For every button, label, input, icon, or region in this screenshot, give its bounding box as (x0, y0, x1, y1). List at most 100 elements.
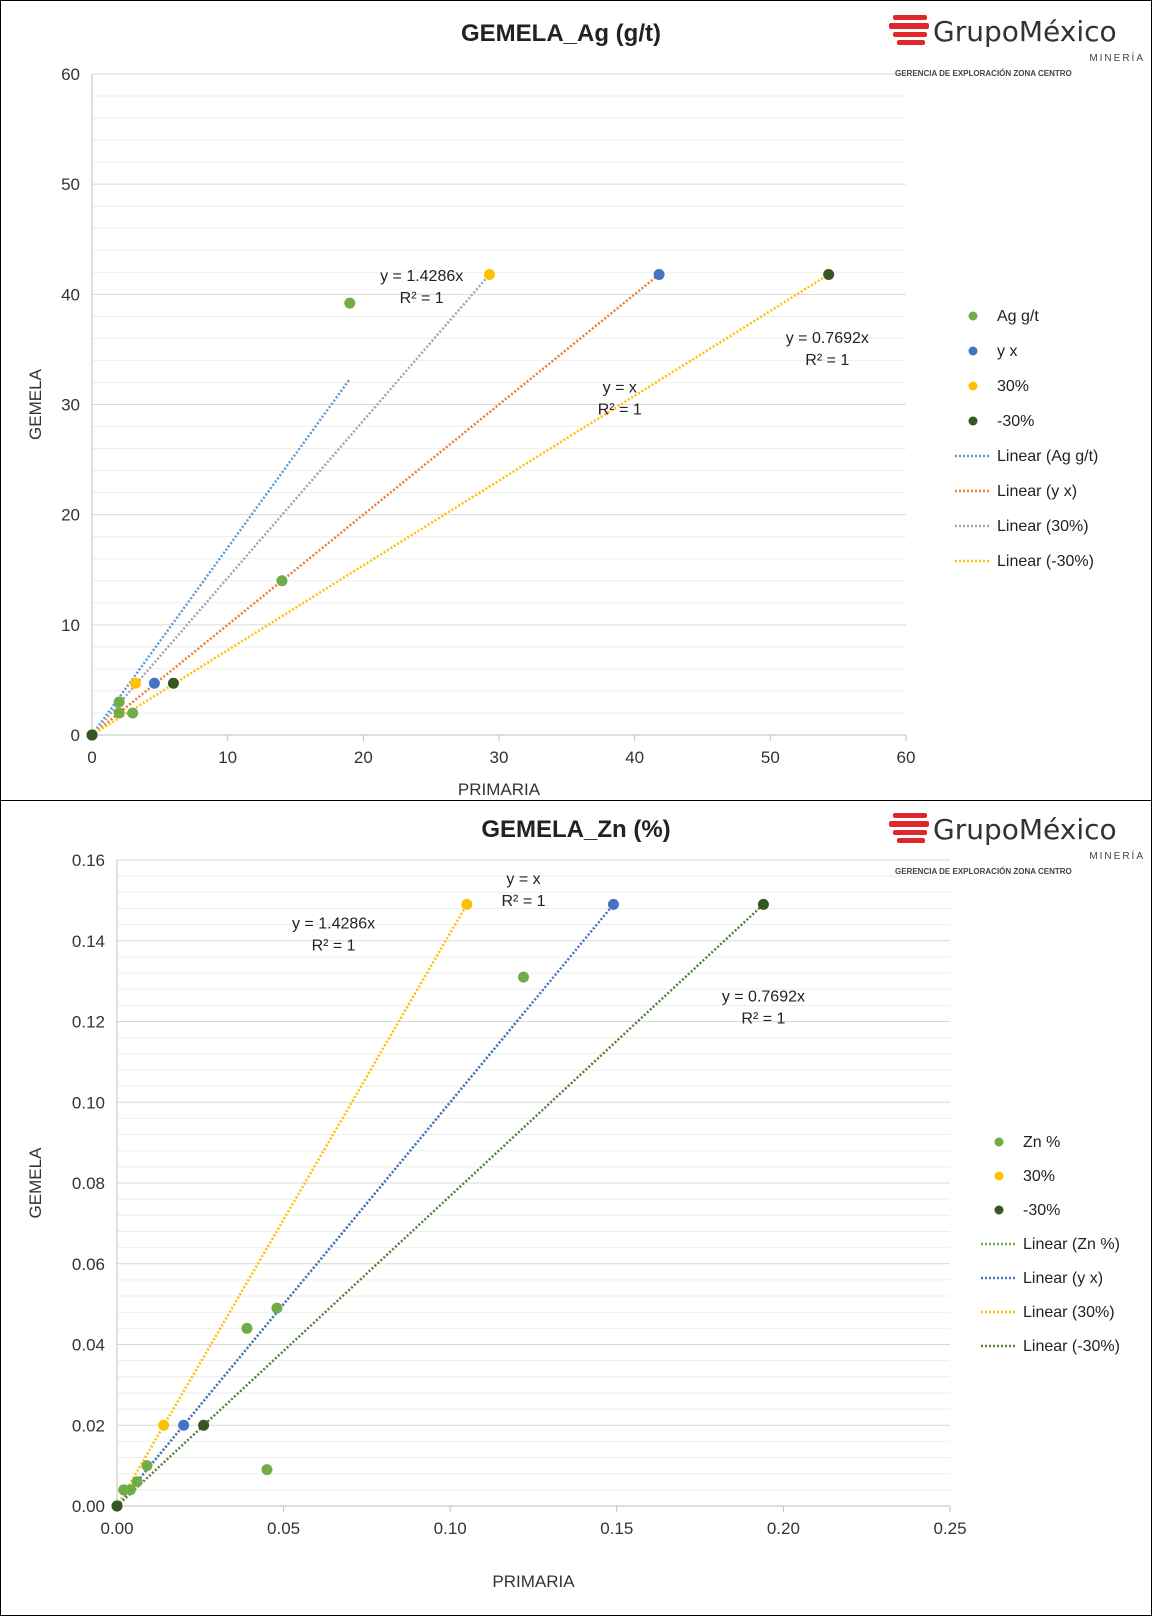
ag-data-point (276, 575, 288, 587)
zn-data-point (141, 1460, 153, 1472)
zn-x-axis-label: PRIMARIA (492, 1572, 575, 1591)
ag-data-point (167, 677, 179, 689)
ag-legend-label: -30% (997, 413, 1034, 430)
ag-trendline-equation: y = x (603, 379, 637, 396)
zn-trendline (116, 903, 615, 1507)
ag-x-axis-label: PRIMARIA (458, 780, 541, 799)
zn-data-point (178, 1419, 190, 1431)
zn-legend-label: Zn % (1023, 1134, 1060, 1151)
zn-trendline-equation: R² = 1 (312, 938, 356, 955)
chart-ag-svg: 0 10 20 30 40 50 60 0 10 20 30 40 50 60 GEMELA_Ag (g/t… (26, 20, 1098, 799)
ag-title: GEMELA_Ag (g/t) (461, 20, 661, 47)
zn-legend-marker (994, 1171, 1004, 1181)
zn-x-tick-label: 0.20 (767, 1519, 800, 1538)
ag-legend-label: Linear (-30%) (997, 553, 1094, 570)
zn-y-tick-label: 0.16 (72, 851, 105, 870)
zn-legend-marker (994, 1205, 1004, 1215)
ag-y-tick-label: 60 (61, 65, 80, 84)
ag-trendline-equation: y = 1.4286x (380, 268, 463, 285)
logo-name: GrupoMéxico (933, 15, 1117, 48)
ag-data-point (823, 269, 835, 281)
ag-trendline (91, 273, 491, 736)
ag-data-point (86, 729, 98, 741)
zn-y-tick-label: 0.12 (72, 1013, 105, 1032)
zn-x-tick-label: 0.15 (600, 1519, 633, 1538)
ag-legend-label: Linear (30%) (997, 518, 1089, 535)
ag-y-tick-label: 30 (61, 396, 80, 415)
zn-trendline (116, 903, 765, 1507)
zn-data-point (111, 1500, 123, 1512)
zn-trendline-equation: R² = 1 (501, 893, 545, 910)
zn-y-tick-label: 0.02 (72, 1416, 105, 1435)
zn-title: GEMELA_Zn (%) (481, 816, 670, 843)
logo-sub-2: MINERÍA (1089, 851, 1145, 862)
ag-x-tick-label: 20 (354, 748, 373, 767)
chart-zn-svg: 0.00 0.02 0.04 0.06 0.08 0.10 0.12 0.14 0.16 0.00… (26, 816, 1120, 1591)
ag-data-point (653, 269, 665, 281)
ag-y-tick-label: 0 (71, 726, 80, 745)
zn-data-point (271, 1302, 283, 1314)
ag-data-point (148, 677, 160, 689)
ag-trendline-equation: R² = 1 (598, 401, 642, 418)
ag-data-point (344, 297, 356, 309)
ag-x-tick-label: 10 (218, 748, 237, 767)
zn-y-tick-label: 0.14 (72, 932, 105, 951)
zn-x-tick-label: 0.10 (434, 1519, 467, 1538)
ag-x-tick-label: 0 (87, 748, 96, 767)
zn-data-point (131, 1476, 143, 1488)
ag-data-point (484, 269, 496, 281)
grupo-mexico-logo-icon (889, 15, 929, 45)
zn-data-point (198, 1419, 210, 1431)
zn-data-point (607, 898, 619, 910)
ag-trendline-equation: R² = 1 (805, 352, 849, 369)
logo-name-2: GrupoMéxico (933, 813, 1117, 846)
ag-trendline-equation: R² = 1 (400, 290, 444, 307)
ag-trendline (90, 378, 351, 736)
zn-data-point (158, 1419, 170, 1431)
zn-trendline-equation: R² = 1 (741, 1010, 785, 1027)
zn-legend-label: Linear (Zn %) (1023, 1236, 1120, 1253)
zn-trendline-equation: y = 1.4286x (292, 916, 375, 933)
ag-legend-label: Linear (Ag g/t) (997, 448, 1098, 465)
chart-panel-zn: 0.00 0.02 0.04 0.06 0.08 0.10 0.12 0.14 0.16 0.00… (0, 800, 1152, 1616)
ag-y-tick-label: 50 (61, 175, 80, 194)
ag-data-point (127, 707, 139, 719)
zn-legend-label: Linear (y x) (1023, 1270, 1103, 1287)
ag-legend-label: y x (997, 343, 1017, 360)
ag-data-point (129, 677, 141, 689)
grupo-mexico-logo: GrupoMéxico MINERÍA GERENCIA DE EXPLORAC… (887, 13, 1145, 83)
ag-legend-label: Ag g/t (997, 308, 1039, 325)
zn-data-point (518, 971, 530, 983)
ag-y-tick-label: 40 (61, 285, 80, 304)
grupo-mexico-logo-2: GrupoMéxico MINERÍA GERENCIA DE EXPLORAC… (887, 811, 1145, 881)
ag-trendline (91, 273, 830, 737)
zn-trendline (115, 903, 468, 1507)
zn-x-tick-label: 0.25 (933, 1519, 966, 1538)
ag-legend-marker (968, 346, 978, 356)
zn-y-tick-label: 0.04 (72, 1336, 105, 1355)
ag-legend-label: 30% (997, 378, 1029, 395)
ag-y-axis-label: GEMELA (26, 368, 45, 440)
zn-x-tick-label: 0.00 (100, 1519, 133, 1538)
zn-legend-label: Linear (-30%) (1023, 1338, 1120, 1355)
ag-trendline (91, 273, 660, 736)
zn-data-point (261, 1464, 273, 1476)
logo-sub: MINERÍA (1089, 53, 1145, 64)
ag-x-tick-label: 30 (490, 748, 509, 767)
ag-data-point (113, 707, 125, 719)
zn-data-point (241, 1322, 253, 1334)
ag-trendline-equation: y = 0.7692x (786, 330, 869, 347)
logo-gerencia-2: GERENCIA DE EXPLORACIÓN ZONA CENTRO (895, 867, 1072, 876)
ag-y-tick-label: 10 (61, 616, 80, 635)
ag-y-tick-label: 20 (61, 506, 80, 525)
zn-y-axis-label: GEMELA (26, 1147, 45, 1219)
zn-trendline-equation: y = x (506, 871, 540, 888)
zn-data-point (124, 1484, 136, 1496)
zn-legend-label: -30% (1023, 1202, 1060, 1219)
zn-y-tick-label: 0.10 (72, 1093, 105, 1112)
zn-trendline-equation: y = 0.7692x (722, 988, 805, 1005)
chart-panel-ag: 0 10 20 30 40 50 60 0 10 20 30 40 50 60 GEMELA_Ag (g/t… (0, 0, 1152, 801)
logo-gerencia: GERENCIA DE EXPLORACIÓN ZONA CENTRO (895, 69, 1072, 78)
zn-data-point (461, 898, 473, 910)
zn-legend-label: Linear (30%) (1023, 1304, 1115, 1321)
